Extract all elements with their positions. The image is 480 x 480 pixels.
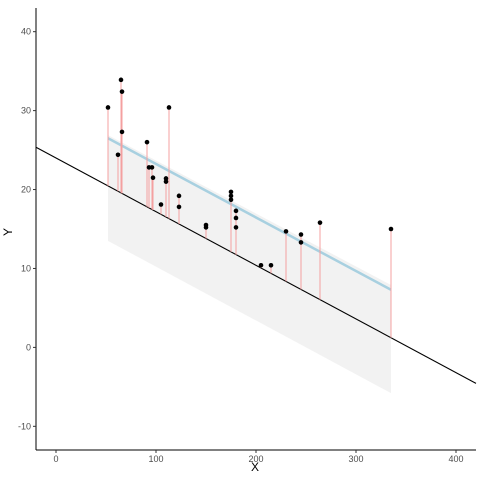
data-point-24 [268, 263, 274, 268]
y-axis-title: Y [1, 228, 15, 236]
ribbon-layer [108, 135, 391, 394]
data-point-4 [119, 129, 125, 135]
data-point-23 [258, 263, 264, 268]
data-point-7 [149, 165, 155, 170]
data-point-3 [119, 89, 125, 94]
data-point-29 [388, 226, 394, 232]
data-point-28 [317, 220, 323, 225]
confidence-ribbon [108, 135, 391, 394]
x-tick-label-0: 0 [53, 454, 58, 464]
reference-layer [35, 146, 477, 384]
data-point-10 [163, 176, 169, 181]
x-tick-label-200: 200 [248, 454, 263, 464]
data-point-22 [233, 225, 239, 230]
data-point-18 [228, 193, 234, 199]
y-tick-label-10: 10 [21, 263, 31, 273]
data-point-13 [176, 193, 182, 199]
data-point-9 [158, 202, 164, 207]
data-point-5 [144, 139, 150, 145]
data-point-17 [228, 189, 234, 195]
data-point-26 [298, 232, 304, 237]
data-point-8 [150, 175, 156, 180]
data-point-0 [105, 105, 111, 110]
data-point-21 [233, 215, 239, 221]
point-layer [105, 77, 394, 268]
fit-line [107, 137, 392, 291]
x-tick-label-100: 100 [148, 454, 163, 464]
data-point-11 [163, 179, 169, 184]
reference-line [35, 146, 477, 384]
x-tick-label-400: 400 [448, 454, 463, 464]
data-point-27 [298, 240, 304, 245]
y-tick-label-20: 20 [21, 185, 31, 195]
data-point-16 [203, 225, 209, 230]
axis-layer: 0 100 200 300 400 -10 0 10 20 30 40 [18, 8, 476, 464]
fit-layer [107, 137, 392, 291]
y-tick-label--10: -10 [18, 421, 31, 431]
y-tick-label-30: 30 [21, 106, 31, 116]
x-tick-label-300: 300 [348, 454, 363, 464]
residual-layer [107, 79, 392, 338]
data-point-19 [228, 197, 234, 203]
y-tick-label-0: 0 [26, 342, 31, 352]
data-point-14 [176, 204, 182, 210]
x-axis-title: X [251, 460, 259, 474]
data-point-12 [166, 105, 172, 110]
data-point-2 [118, 77, 124, 83]
data-point-25 [283, 229, 289, 234]
y-tick-label-40: 40 [21, 27, 31, 37]
data-point-20 [233, 208, 239, 214]
data-point-1 [115, 152, 121, 158]
